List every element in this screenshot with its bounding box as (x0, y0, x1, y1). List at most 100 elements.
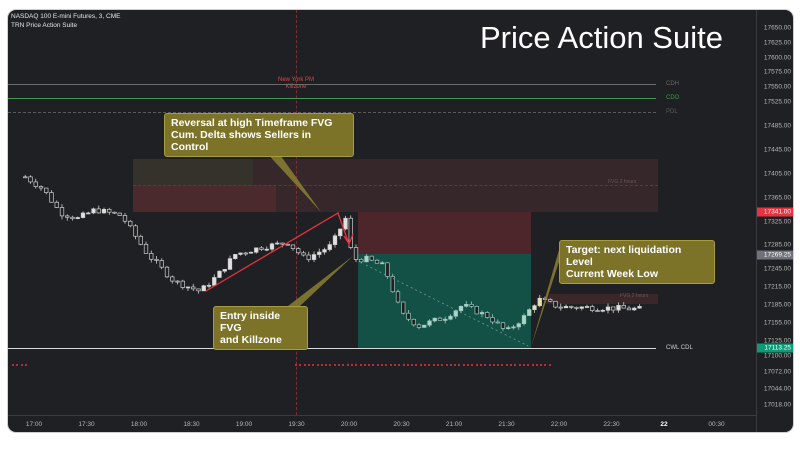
signal-dot (462, 364, 465, 366)
arrowhead-icon (343, 233, 354, 246)
signal-dot (398, 364, 401, 366)
candle-body (506, 327, 511, 330)
candle-body (248, 251, 254, 254)
candle-body (416, 324, 422, 328)
signal-dot (389, 364, 392, 366)
time-label: 19:00 (235, 421, 253, 428)
killzone-label-line2: Killzone (285, 84, 307, 90)
level-line-cwl-cdl (8, 347, 656, 349)
price-label: 17485.00 (763, 122, 791, 130)
candle-body (590, 306, 595, 311)
signal-dot (350, 364, 353, 366)
time-label: 22:00 (550, 421, 568, 428)
entry-pointer (288, 256, 353, 306)
killzone-label: New York PM Killzone (278, 77, 314, 91)
level-line-pdl (8, 112, 656, 114)
signal-dot (295, 364, 297, 366)
candle-body (154, 258, 159, 261)
callout-entry-line1: Entry inside FVG (220, 310, 281, 334)
candle-body (495, 321, 500, 324)
signal-dot (454, 364, 457, 366)
killzone-label-line1: New York PM (277, 77, 315, 83)
signal-dot (385, 364, 388, 366)
price-label: 17445.00 (763, 146, 791, 154)
candle-body (521, 315, 527, 325)
price-badge: 17269.25 (757, 250, 793, 260)
signal-dot (20, 364, 23, 366)
signal-dot (346, 364, 349, 366)
signal-dot (376, 364, 379, 366)
level-label: CWL CDL (666, 344, 693, 351)
candle-body (380, 262, 385, 265)
price-label: 17625.00 (763, 39, 791, 47)
candle-body (112, 211, 117, 214)
time-label: 21:00 (445, 421, 463, 428)
candle-body (369, 255, 374, 261)
price-label: 17365.00 (763, 194, 791, 202)
candle-body (117, 212, 122, 216)
candle-body (621, 305, 626, 309)
candle-body (395, 291, 401, 303)
fvg-midline (133, 185, 658, 186)
candle-body (70, 216, 75, 219)
level-label: CDH (666, 81, 679, 88)
target-pointer (531, 250, 559, 347)
signal-dot (449, 364, 452, 366)
time-axis[interactable]: 17:00 17:30 18:00 18:30 19:00 19:30 20:00 20:30… (8, 415, 756, 432)
candle-body (175, 280, 180, 283)
candle-body (401, 301, 406, 314)
candle-body (537, 297, 542, 307)
price-label: 17018.00 (763, 401, 791, 409)
signal-dot (402, 364, 405, 366)
candle-body (259, 247, 264, 250)
candle-body (222, 269, 227, 272)
signal-dot (458, 364, 461, 366)
price-axis[interactable]: 17650.00 17625.00 17600.00 17575.00 17550.00… (756, 10, 793, 432)
candle-body (453, 310, 458, 317)
candle-body (632, 307, 637, 311)
signal-dot (411, 364, 414, 366)
candle-body (569, 305, 574, 308)
time-label: 17:00 (25, 421, 43, 428)
signal-dot (441, 364, 444, 366)
candle-body (474, 306, 479, 315)
candle-body (28, 176, 33, 183)
signal-dot (492, 364, 495, 366)
candle-body (91, 208, 96, 214)
candle-body (159, 260, 164, 268)
candle-body (86, 212, 91, 215)
chart-plot-area[interactable]: FVG 2 hours FVG 2 hours New York PM Kill… (8, 10, 756, 415)
signal-dot (406, 364, 409, 366)
signal-dot (467, 364, 469, 366)
candle-body (558, 306, 563, 309)
time-label: 00:30 (708, 421, 725, 428)
candle-body (233, 254, 238, 259)
candle-body (611, 306, 616, 311)
candle-body (49, 192, 54, 203)
callout-entry: Entry inside FVG and Killzone (213, 306, 308, 350)
signal-dot (368, 364, 371, 366)
fvg-red-zone (133, 185, 276, 212)
time-label: 22:30 (603, 421, 620, 428)
signal-dot (475, 364, 478, 366)
candle-body (469, 303, 474, 307)
candle-body (238, 252, 243, 255)
signal-dot (540, 364, 543, 366)
signal-dot (548, 364, 551, 366)
signal-dot (299, 364, 302, 366)
signal-dot (320, 364, 323, 366)
candle-body (322, 249, 327, 253)
level-line-cdo (8, 98, 656, 100)
candle-body (353, 247, 359, 260)
time-label: 20:00 (340, 421, 358, 428)
signal-dot (355, 364, 358, 366)
candle-body (317, 251, 322, 255)
candle-body (206, 284, 212, 287)
price-label: 17650.00 (763, 24, 791, 32)
candle-body (275, 242, 280, 245)
candle-body (485, 312, 490, 318)
price-label: 17600.00 (763, 54, 791, 61)
time-label: 20:30 (393, 421, 410, 428)
price-label: 17100.00 (763, 352, 791, 360)
candle-body (437, 317, 443, 321)
